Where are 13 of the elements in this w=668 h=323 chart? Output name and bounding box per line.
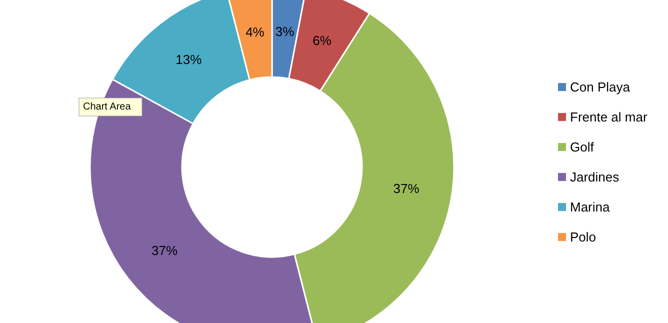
data-label: 4%: [246, 24, 265, 40]
data-label: 6%: [312, 33, 332, 48]
data-label: 37%: [152, 242, 178, 258]
legend-label: Jardines: [570, 170, 620, 184]
legend-label: Con Playa: [570, 80, 631, 94]
legend-label: Golf: [570, 140, 594, 154]
legend-label: Frente al mar: [570, 110, 648, 124]
text: Chart Area: [83, 102, 132, 112]
data-label: 3%: [275, 24, 295, 40]
data-label: 13%: [176, 52, 202, 68]
data-label: 37%: [393, 180, 420, 196]
legend-label: Marina: [570, 200, 611, 214]
legend-label: Polo: [570, 230, 596, 244]
